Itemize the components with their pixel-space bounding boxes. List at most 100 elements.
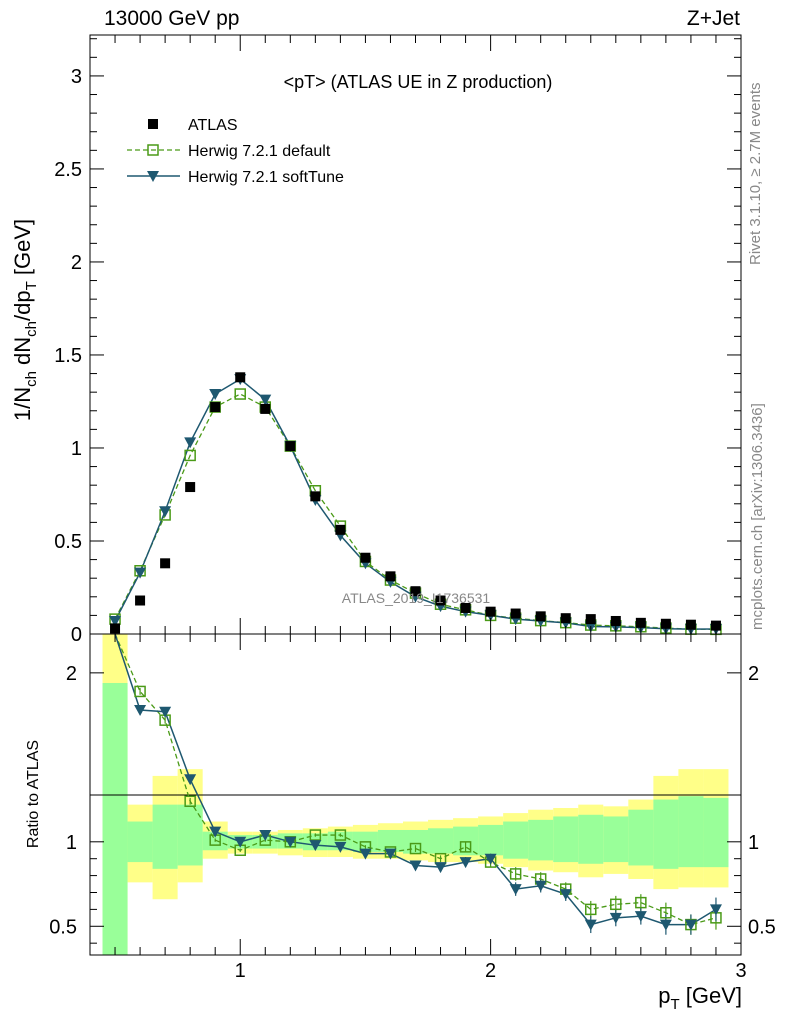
y-axis-label: 1/Nch dNch/dpT [GeV] bbox=[10, 219, 40, 421]
y-tick-label: 1 bbox=[71, 438, 82, 460]
point-herwig-softtune bbox=[159, 506, 172, 518]
main-panel: 0 0.5 1 1.5 2 2.5 3 <pT> (ATLAS UE in Z produc… bbox=[10, 34, 742, 646]
band-stat bbox=[402, 829, 429, 854]
point-atlas bbox=[510, 608, 521, 619]
ratio-point-herwig-default bbox=[184, 795, 196, 808]
band-stat bbox=[252, 835, 278, 849]
ratio-point-herwig-softtune bbox=[634, 911, 647, 923]
ratio-y-tick-label-right: 1 bbox=[748, 832, 759, 854]
band-stat bbox=[102, 682, 128, 955]
ratio-y-tick-label: 2 bbox=[66, 663, 77, 685]
ratio-point-herwig-softtune bbox=[184, 774, 197, 786]
point-herwig-default bbox=[234, 388, 246, 400]
ratio-point-herwig-softtune bbox=[309, 840, 322, 852]
ratio-point-herwig-softtune bbox=[534, 880, 547, 892]
x-axis-label: pT [GeV] bbox=[658, 983, 742, 1013]
ratio-line-herwig-softtune bbox=[114, 633, 717, 926]
ratio-point-herwig-softtune bbox=[384, 848, 397, 860]
band-stat bbox=[428, 828, 454, 854]
point-atlas bbox=[710, 620, 721, 631]
point-atlas bbox=[335, 524, 346, 535]
y-tick-label: 3 bbox=[71, 66, 82, 88]
band-stat bbox=[152, 804, 178, 869]
band-stat bbox=[553, 816, 579, 863]
band-stat bbox=[327, 831, 353, 851]
ratio-point-herwig-default bbox=[409, 842, 422, 855]
band-stat bbox=[578, 814, 604, 864]
rivet-label: Rivet 3.1.10, ≥ 2.7M events bbox=[747, 83, 764, 266]
ratio-point-herwig-softtune bbox=[484, 853, 497, 865]
point-herwig-default bbox=[184, 449, 196, 462]
ratio-y-tick-label-right: 2 bbox=[748, 663, 759, 685]
ratio-point-herwig-default bbox=[660, 907, 672, 919]
point-atlas bbox=[385, 571, 396, 582]
band-stat bbox=[377, 829, 403, 852]
ratio-point-herwig-softtune bbox=[684, 919, 697, 931]
ratio-bands bbox=[102, 634, 729, 955]
x-tick-label: 1 bbox=[235, 960, 246, 982]
point-atlas bbox=[460, 602, 471, 613]
legend-marker-herwig-default bbox=[147, 144, 159, 156]
y-tick-label: 0.5 bbox=[54, 531, 82, 553]
point-atlas bbox=[210, 402, 221, 413]
point-herwig-softtune bbox=[184, 437, 197, 449]
y-tick-label: 2.5 bbox=[54, 159, 82, 181]
ratio-marks bbox=[114, 633, 722, 935]
point-atlas bbox=[485, 606, 496, 617]
ratio-point-herwig-softtune bbox=[509, 884, 522, 896]
ratio-point-herwig-softtune bbox=[459, 857, 472, 869]
process-label: Z+Jet bbox=[687, 7, 740, 30]
ratio-point-herwig-softtune bbox=[209, 826, 222, 838]
ratio-point-herwig-softtune bbox=[159, 706, 172, 718]
point-atlas bbox=[160, 558, 171, 569]
ratio-point-herwig-default bbox=[635, 896, 647, 909]
point-atlas bbox=[285, 441, 296, 452]
ratio-point-herwig-default bbox=[585, 903, 597, 916]
point-atlas bbox=[685, 619, 696, 630]
point-atlas bbox=[535, 611, 546, 622]
ratio-point-herwig-softtune bbox=[434, 862, 447, 874]
band-stat bbox=[127, 821, 153, 863]
point-atlas bbox=[360, 552, 371, 563]
point-herwig-softtune bbox=[109, 615, 122, 627]
point-atlas bbox=[635, 617, 646, 628]
band-stat bbox=[503, 821, 529, 859]
band-stat bbox=[628, 809, 654, 866]
band-stat bbox=[653, 799, 679, 869]
ratio-y-tick-label-right: 0.5 bbox=[748, 916, 776, 938]
point-atlas bbox=[235, 372, 246, 383]
ratio-y-tick-label: 0.5 bbox=[49, 916, 77, 938]
ratio-point-herwig-default bbox=[509, 868, 522, 880]
chart-title: <pT> (ATLAS UE in Z production) bbox=[284, 72, 553, 92]
legend-label: ATLAS bbox=[188, 117, 238, 134]
point-atlas bbox=[610, 615, 621, 626]
ratio-point-herwig-softtune bbox=[359, 848, 372, 860]
x-tick-label: 2 bbox=[485, 960, 496, 982]
ratio-point-herwig-default bbox=[309, 829, 322, 841]
legend-label: Herwig 7.2.1 softTune bbox=[188, 169, 344, 186]
ratio-point-herwig-default bbox=[334, 829, 347, 841]
ratio-point-herwig-softtune bbox=[409, 860, 422, 872]
point-atlas bbox=[560, 613, 571, 624]
y-tick-label: 0 bbox=[71, 624, 82, 646]
ratio-point-herwig-default bbox=[459, 841, 472, 853]
point-atlas bbox=[585, 614, 596, 625]
band-stat bbox=[528, 819, 554, 861]
point-atlas bbox=[185, 482, 196, 493]
ratio-y-tick-label: 1 bbox=[66, 832, 77, 854]
ratio-y-axis: 0.5 0.5 1 1 2 2 bbox=[49, 663, 776, 944]
point-herwig-softtune bbox=[134, 567, 147, 579]
point-atlas bbox=[260, 403, 271, 414]
legend-marker-herwig-softtune bbox=[147, 171, 159, 182]
y-tick-label: 1.5 bbox=[54, 345, 82, 367]
analysis-label: ATLAS_2019_I1736531 bbox=[342, 590, 491, 606]
y-tick-label: 2 bbox=[71, 252, 82, 274]
band-stat bbox=[678, 796, 704, 868]
ratio-point-herwig-softtune bbox=[609, 912, 622, 924]
legend-label: Herwig 7.2.1 default bbox=[188, 143, 331, 160]
band-stat bbox=[478, 824, 504, 856]
ratio-point-herwig-softtune bbox=[259, 830, 272, 842]
ratio-point-herwig-default bbox=[134, 685, 146, 698]
legend: ATLAS Herwig 7.2.1 default Herwig 7.2.1 so… bbox=[127, 117, 344, 186]
ratio-point-herwig-softtune bbox=[559, 889, 572, 901]
